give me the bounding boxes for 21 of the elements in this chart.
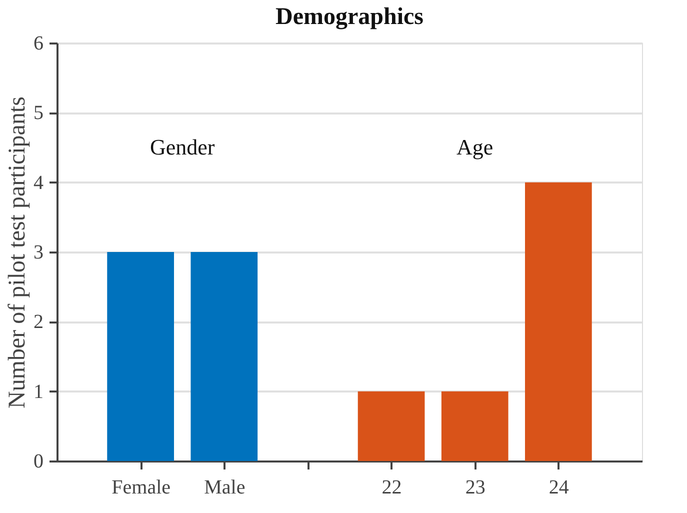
bar [525, 182, 592, 461]
y-tick-label: 0 [34, 450, 44, 472]
bar [441, 391, 508, 461]
y-tick-label: 3 [34, 242, 44, 264]
x-tick-label: 22 [382, 476, 402, 498]
bar [107, 252, 174, 461]
y-tick-label: 5 [34, 102, 44, 124]
x-tick-label: 24 [548, 476, 569, 498]
y-tick-label: 1 [34, 380, 44, 403]
x-tick-label: Female [112, 476, 171, 498]
y-tick-label: 4 [34, 172, 44, 194]
y-tick-label: 2 [34, 311, 44, 334]
bar [358, 391, 425, 461]
y-tick-label: 6 [34, 32, 44, 54]
y-axis-title: Number of pilot test participants [4, 96, 30, 408]
chart-title: Demographics [276, 4, 424, 30]
x-tick-label: Male [204, 476, 246, 498]
bar [190, 252, 258, 461]
annotation: Gender [150, 134, 216, 160]
annotation: Age [456, 134, 494, 160]
x-tick-label: 23 [465, 476, 486, 498]
